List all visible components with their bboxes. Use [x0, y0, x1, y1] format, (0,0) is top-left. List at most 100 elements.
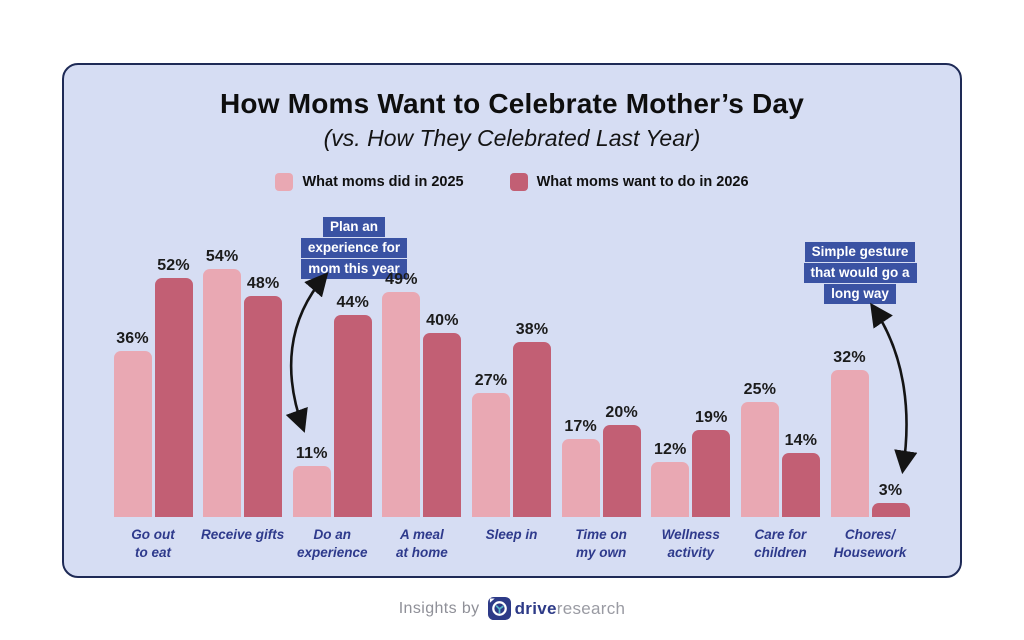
category-label: Care for children — [754, 527, 807, 560]
category-label: Do an experience — [296, 527, 368, 560]
category-group: 27% 38% Sleep in — [472, 321, 552, 562]
chart-subtitle: (vs. How They Celebrated Last Year) — [323, 125, 701, 151]
bar-value-label: 11% — [295, 445, 328, 462]
bar — [423, 333, 462, 517]
category-group: 49% 40% A meal at home — [382, 271, 462, 562]
bar-groups: 36% 52% Go out to eat 54% 48% Receive gifts 11%… — [113, 248, 910, 562]
legend-swatch-2025 — [275, 173, 294, 191]
bar-pair: 54% 48% — [203, 248, 283, 517]
legend: What moms did in 2025 What moms want to … — [64, 173, 960, 191]
category-group: 25% 14% Care for children — [740, 381, 820, 562]
bar — [333, 315, 372, 517]
bar-pair: 27% 38% — [472, 321, 551, 517]
legend-label-2026: What moms want to do in 2026 — [536, 174, 749, 190]
brand-lockup: drive research — [487, 597, 626, 620]
bar-with-label: 3% — [871, 482, 910, 517]
bar-value-label: 49% — [385, 271, 418, 288]
bar-with-label: 44% — [333, 294, 372, 517]
bar-with-label: 52% — [154, 257, 193, 517]
footer: Insights by drive research — [0, 597, 1024, 620]
bar-with-label: 54% — [203, 248, 242, 517]
category-label: Go out to eat — [131, 527, 175, 560]
category-label: A meal at home — [395, 527, 448, 560]
bar — [382, 292, 421, 517]
category-label: Receive gifts — [200, 527, 285, 542]
bar-value-label: 54% — [205, 248, 239, 265]
category-group: 32% 3% Chores/Housework — [830, 349, 910, 562]
bar-pair: 25% 14% — [740, 381, 820, 517]
annotation-line: Simple gesture — [804, 242, 916, 262]
legend-item-2026: What moms want to do in 2026 — [509, 173, 749, 191]
category-label: Time on my own — [575, 527, 627, 560]
bar-with-label: 49% — [382, 271, 421, 517]
bar-pair: 36% 52% — [113, 257, 193, 517]
bar — [472, 393, 510, 517]
legend-label-2025: What moms did in 2025 — [302, 174, 464, 190]
bar — [692, 430, 731, 517]
annotation-line: that would go a — [803, 263, 917, 283]
bar-value-label: 44% — [336, 294, 370, 311]
bar-with-label: 19% — [692, 409, 731, 517]
bar-with-label: 25% — [740, 381, 779, 517]
bar-pair: 32% 3% — [830, 349, 910, 517]
bar — [871, 503, 910, 517]
chart-title: How Moms Want to Celebrate Mother’s Day — [220, 88, 804, 119]
bar-value-label: 52% — [157, 257, 190, 274]
bar — [830, 370, 869, 517]
bar-with-label: 20% — [602, 404, 641, 517]
brand-name-research: research — [556, 598, 626, 618]
category-group: 17% 20% Time on my own — [561, 404, 641, 562]
bar-value-label: 20% — [605, 404, 638, 421]
annotation-line: Plan an — [322, 217, 385, 237]
footer-credit-text: Insights by — [398, 599, 480, 617]
bar — [292, 466, 331, 517]
bar — [203, 269, 242, 517]
category-label: Chores/Housework — [833, 527, 907, 560]
bar-with-label: 27% — [472, 372, 510, 517]
bar-value-label: 19% — [694, 409, 728, 426]
category-label: Sleep in — [485, 527, 538, 542]
bar — [113, 351, 152, 517]
bar-with-label: 36% — [113, 330, 152, 517]
annotation-line: long way — [824, 284, 896, 305]
bar-value-label: 14% — [784, 432, 818, 449]
bar — [740, 402, 779, 517]
category-label: Wellness activity — [661, 527, 720, 560]
bar-with-label: 48% — [244, 275, 283, 517]
bar-value-label: 27% — [474, 372, 508, 389]
category-group: 54% 48% Receive gifts — [200, 248, 285, 562]
bar — [154, 278, 193, 517]
annotation-box-simple-gesture: Simple gesture that would go a long way — [790, 241, 930, 305]
legend-item-2025: What moms did in 2025 — [275, 173, 464, 191]
bar-with-label: 32% — [830, 349, 869, 517]
bar — [561, 439, 600, 517]
bar-value-label: 38% — [515, 321, 549, 338]
brand-name-drive: drive — [514, 598, 557, 618]
bar-value-label: 40% — [426, 312, 459, 329]
category-group: 12% 19% Wellness activity — [651, 409, 731, 562]
annotation-box-plan-experience: Plan an experience for mom this year — [284, 216, 424, 280]
bar — [513, 342, 551, 517]
bar-value-label: 17% — [564, 418, 597, 435]
bar-pair: 49% 40% — [382, 271, 462, 517]
bar-with-label: 17% — [561, 418, 600, 517]
chart-card: How Moms Want to Celebrate Mother’s Day … — [62, 63, 962, 578]
bar-with-label: 40% — [423, 312, 462, 517]
bar — [602, 425, 641, 517]
bar-value-label: 12% — [653, 441, 687, 458]
category-group: 36% 52% Go out to eat — [113, 257, 193, 562]
bar-pair: 17% 20% — [561, 404, 641, 517]
bar-pair: 12% 19% — [651, 409, 731, 517]
bar — [244, 296, 283, 517]
category-group: 11% 44% Do an experience — [292, 294, 372, 562]
bar-with-label: 14% — [781, 432, 820, 517]
bar — [651, 462, 690, 517]
bar-with-label: 11% — [292, 445, 331, 517]
legend-swatch-2026 — [509, 173, 528, 191]
bar-pair: 11% 44% — [292, 294, 372, 517]
bar-with-label: 38% — [513, 321, 551, 517]
bar-value-label: 32% — [833, 349, 866, 366]
bar-value-label: 48% — [246, 275, 280, 292]
drive-research-logo-icon — [487, 597, 511, 620]
bar-value-label: 25% — [743, 381, 777, 398]
